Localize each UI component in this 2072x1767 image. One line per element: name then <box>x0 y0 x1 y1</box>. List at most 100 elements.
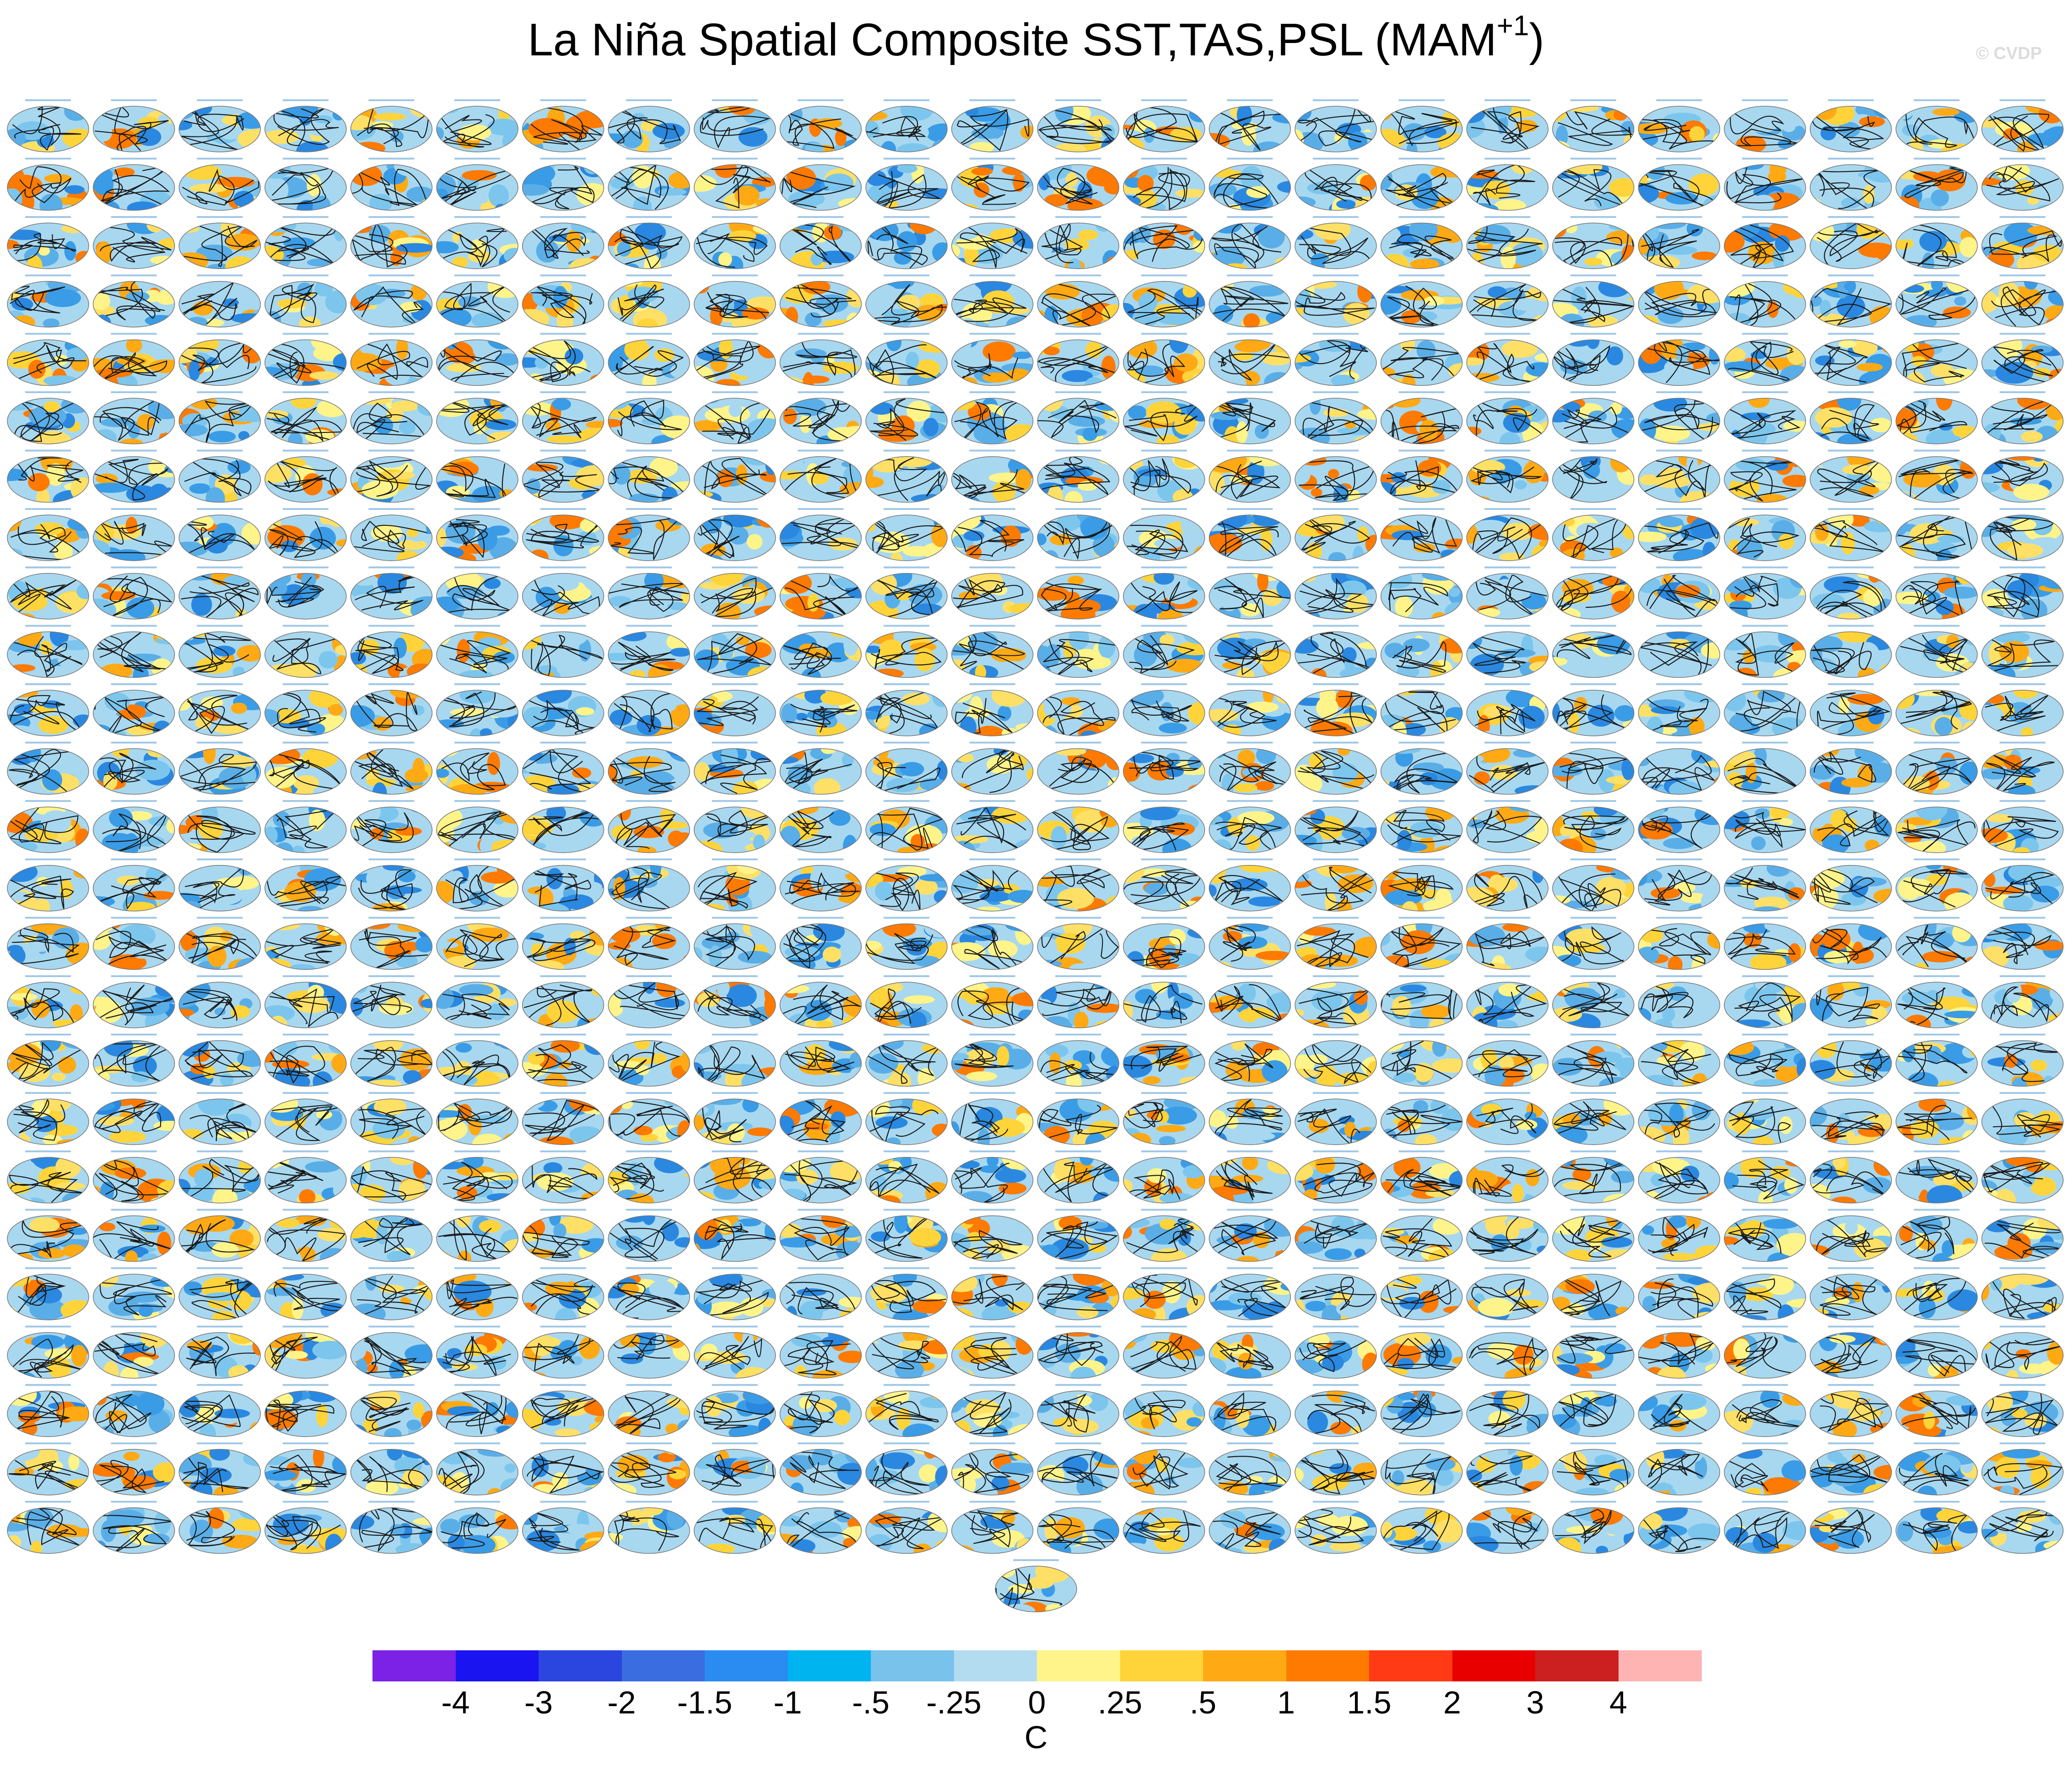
map-panel <box>436 1384 518 1437</box>
map-panel <box>178 99 261 152</box>
map-panel <box>1981 683 2064 736</box>
map-panel <box>436 1325 518 1379</box>
map-panel <box>1295 625 1377 678</box>
map-panel <box>264 1267 347 1320</box>
map-panel <box>264 1442 347 1496</box>
colorbar-box <box>1203 1650 1287 1681</box>
map-panel <box>1895 1150 1978 1204</box>
map-panel <box>1552 1384 1635 1437</box>
map-panel <box>1638 566 1721 620</box>
map-panel <box>436 1150 518 1204</box>
map-panel <box>1295 1384 1377 1437</box>
map-panel <box>436 1442 518 1496</box>
map-panel <box>1466 1442 1549 1496</box>
map-panel <box>1466 1209 1549 1262</box>
map-panel <box>1466 508 1549 561</box>
map-panel <box>1638 1384 1721 1437</box>
colorbar <box>372 1650 1702 1681</box>
map-panel <box>1724 1442 1806 1496</box>
map-panel <box>350 216 433 269</box>
map-panel <box>264 99 347 152</box>
map-panel <box>951 1384 1034 1437</box>
map-panel <box>1809 858 1892 912</box>
map-panel <box>1552 1325 1635 1379</box>
map-panel <box>608 508 690 561</box>
map-panel <box>1895 1092 1978 1145</box>
map-panel <box>178 917 261 970</box>
map-panel <box>608 1384 690 1437</box>
colorbar-tick-label: -.25 <box>926 1685 982 1720</box>
colorbar-tick-label: -3 <box>524 1685 553 1720</box>
map-panel <box>1809 566 1892 620</box>
map-panel <box>1724 1501 1806 1554</box>
map-panel <box>1466 975 1549 1028</box>
map-panel <box>522 449 604 503</box>
map-panel <box>264 625 347 678</box>
map-panel <box>264 1384 347 1437</box>
map-panel <box>1809 391 1892 444</box>
map-panel <box>779 800 862 853</box>
map-panel <box>951 741 1034 795</box>
map-panel <box>1809 917 1892 970</box>
map-panel <box>1981 1384 2064 1437</box>
map-panel <box>1295 1501 1377 1554</box>
map-panel <box>1123 917 1205 970</box>
map-panel <box>1552 566 1635 620</box>
map-panel <box>779 683 862 736</box>
map-panel <box>865 333 948 386</box>
map-panel <box>865 975 948 1028</box>
map-panel <box>1466 1150 1549 1204</box>
map-panel <box>1123 858 1205 912</box>
map-panel <box>7 1442 89 1496</box>
map-panel <box>522 625 604 678</box>
map-panel <box>779 274 862 328</box>
map-panel <box>350 917 433 970</box>
map-panel <box>865 99 948 152</box>
map-panel <box>1037 1501 1119 1554</box>
colorbar-tick-label: 2 <box>1443 1685 1461 1720</box>
map-panel <box>1638 274 1721 328</box>
map-panel <box>92 683 175 736</box>
map-panel <box>1295 274 1377 328</box>
map-panel <box>1809 1325 1892 1379</box>
map-panel <box>951 625 1034 678</box>
map-panel <box>522 1092 604 1145</box>
map-panel <box>1981 566 2064 620</box>
map-panel <box>1981 1325 2064 1379</box>
map-panel <box>608 858 690 912</box>
map-panel <box>7 1325 89 1379</box>
colorbar-tick-label: -2 <box>607 1685 636 1720</box>
map-panel <box>1981 975 2064 1028</box>
map-panel <box>1466 274 1549 328</box>
map-panel <box>1552 449 1635 503</box>
map-panel <box>1380 333 1463 386</box>
map-panel <box>865 508 948 561</box>
map-panel <box>1981 741 2064 795</box>
map-panel <box>779 566 862 620</box>
map-panel <box>1809 741 1892 795</box>
map-panel <box>7 625 89 678</box>
map-panel <box>779 391 862 444</box>
map-panel <box>608 1092 690 1145</box>
map-panel <box>92 1501 175 1554</box>
map-panel <box>1295 508 1377 561</box>
map-panel <box>1981 157 2064 211</box>
map-panel <box>608 157 690 211</box>
map-panel <box>1466 333 1549 386</box>
map-panel <box>1209 566 1291 620</box>
map-panel <box>1552 917 1635 970</box>
map-panel <box>264 975 347 1028</box>
map-panel <box>436 99 518 152</box>
map-panel <box>1552 975 1635 1028</box>
map-panel <box>264 1033 347 1087</box>
map-panel <box>1037 683 1119 736</box>
map-panel <box>1037 1092 1119 1145</box>
map-panel <box>1295 1209 1377 1262</box>
map-panel <box>951 917 1034 970</box>
map-panel <box>865 1325 948 1379</box>
map-panel <box>1981 858 2064 912</box>
map-panel <box>436 975 518 1028</box>
map-panel <box>92 333 175 386</box>
map-panel <box>1724 1209 1806 1262</box>
map-panel <box>1380 741 1463 795</box>
